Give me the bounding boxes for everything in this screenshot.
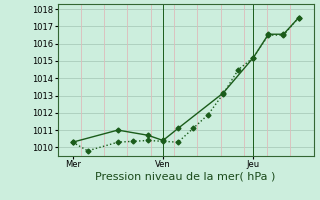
X-axis label: Pression niveau de la mer( hPa ): Pression niveau de la mer( hPa ) <box>95 172 276 182</box>
